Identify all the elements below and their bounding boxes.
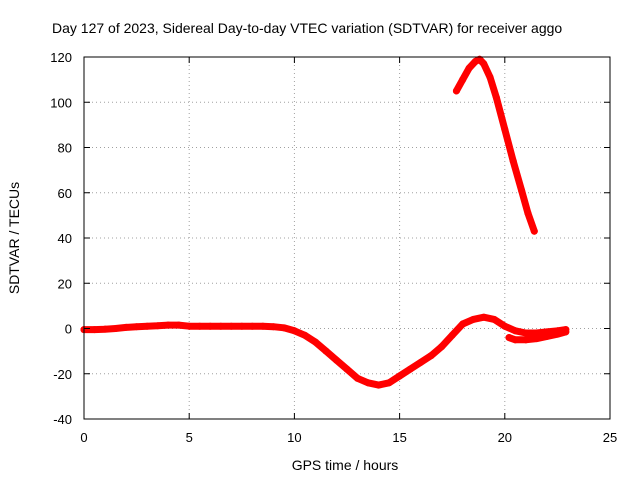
chart-title: Day 127 of 2023, Sidereal Day-to-day VTE…: [52, 20, 562, 36]
data-point: [175, 321, 183, 329]
data-point: [269, 323, 277, 331]
data-point: [501, 322, 509, 330]
y-tick-label: 20: [58, 276, 72, 291]
data-point: [301, 331, 309, 339]
data-point: [427, 352, 435, 360]
y-tick-label: 40: [58, 231, 72, 246]
data-point: [143, 322, 151, 330]
data-point: [476, 55, 484, 63]
data-point: [511, 336, 519, 344]
data-point: [332, 356, 340, 364]
data-point: [322, 347, 330, 355]
data-point: [354, 374, 362, 382]
y-tick-label: 0: [65, 322, 72, 337]
data-point: [112, 325, 120, 332]
data-point: [530, 227, 538, 235]
x-tick-label: 10: [287, 430, 301, 445]
data-point: [196, 322, 204, 330]
data-point: [396, 372, 404, 380]
y-tick-label: 100: [50, 95, 72, 110]
data-point: [385, 379, 393, 387]
data-point: [154, 322, 162, 330]
data-point: [227, 322, 235, 330]
y-tick-label: 120: [50, 50, 72, 65]
data-point: [122, 323, 130, 331]
series-line-2: [452, 55, 538, 235]
data-point: [480, 313, 488, 321]
data-point: [91, 326, 99, 334]
data-point: [465, 64, 473, 72]
data-point: [311, 338, 319, 346]
data-point: [164, 321, 172, 329]
data-point: [259, 322, 267, 330]
data-point: [375, 381, 383, 389]
data-point: [459, 76, 467, 84]
data-point: [238, 322, 246, 330]
data-point: [501, 125, 509, 133]
data-point: [469, 315, 477, 323]
x-tick-label: 0: [80, 430, 87, 445]
data-point: [509, 157, 517, 165]
data-point: [524, 209, 532, 217]
y-tick-label: 60: [58, 186, 72, 201]
data-point: [185, 322, 193, 330]
x-tick-label: 15: [392, 430, 406, 445]
data-point: [543, 332, 551, 340]
data-point: [101, 325, 109, 333]
data-point: [406, 365, 414, 373]
data-series: [80, 55, 570, 389]
data-point: [417, 358, 425, 366]
axis-ticks: 0 5 10 15 20 25 -40 -20 0 20 40 60 80 100 120: [50, 50, 617, 445]
data-point: [452, 87, 460, 95]
data-point: [206, 322, 214, 330]
data-point: [248, 322, 256, 330]
data-point: [343, 365, 351, 373]
data-point: [217, 322, 225, 330]
x-axis-label: GPS time / hours: [292, 457, 399, 473]
x-tick-label: 20: [498, 430, 512, 445]
data-point: [505, 334, 513, 342]
x-tick-label: 25: [603, 430, 617, 445]
data-point: [522, 336, 530, 344]
data-point: [459, 320, 467, 328]
data-point: [438, 343, 446, 351]
data-point: [364, 379, 372, 387]
data-point: [511, 327, 519, 335]
data-point: [553, 330, 561, 338]
data-point: [518, 186, 526, 194]
data-point: [532, 335, 540, 343]
data-point: [133, 323, 141, 331]
data-point: [486, 73, 494, 81]
y-tick-label: 80: [58, 141, 72, 156]
y-tick-label: -40: [53, 412, 72, 427]
data-point: [448, 331, 456, 339]
data-point: [280, 324, 288, 332]
x-tick-label: 5: [186, 430, 193, 445]
data-point: [492, 94, 500, 102]
data-point: [522, 329, 530, 337]
y-tick-label: -20: [53, 367, 72, 382]
data-point: [480, 60, 488, 68]
data-point: [490, 315, 498, 323]
y-axis-label: SDTVAR / TECUs: [6, 182, 22, 294]
data-point: [290, 327, 298, 335]
data-point: [562, 328, 570, 336]
